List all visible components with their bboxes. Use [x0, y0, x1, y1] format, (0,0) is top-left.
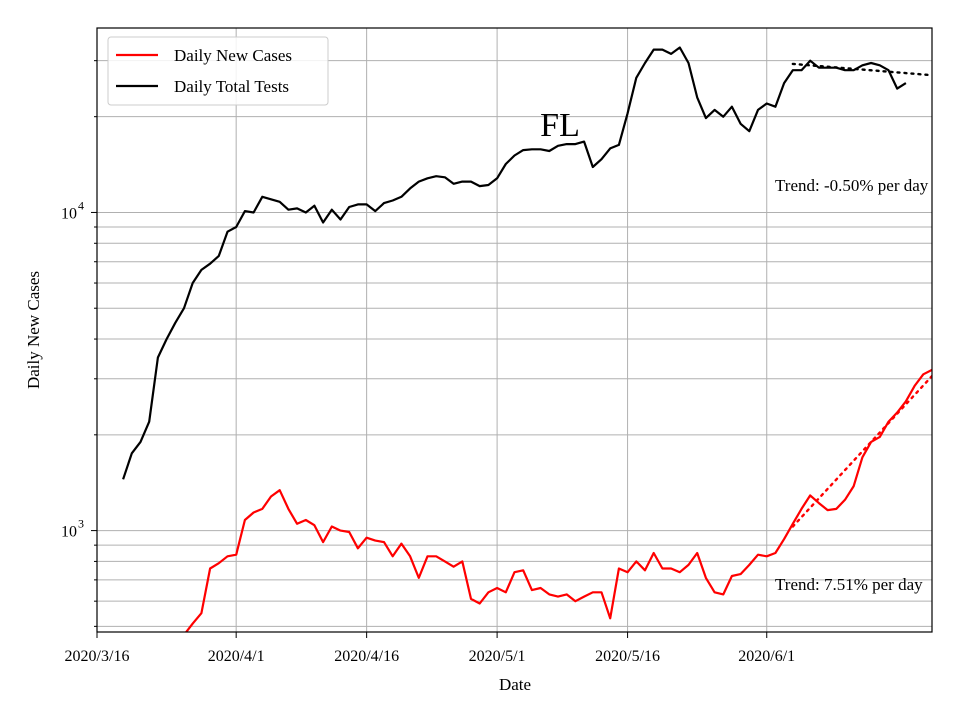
x-tick-label: 2020/5/1 [469, 648, 526, 665]
x-tick-label: 2020/6/1 [738, 648, 795, 665]
plot-border [96, 27, 933, 633]
legend-label-daily-total-tests: Daily Total Tests [174, 77, 289, 96]
trend-annotation-cases: Trend: 7.51% per day [775, 575, 923, 594]
legend: Daily New Cases Daily Total Tests [107, 36, 329, 106]
x-tick-label: 2020/4/16 [334, 648, 399, 665]
trend-annotation-tests: Trend: -0.50% per day [775, 176, 929, 195]
x-axis-label: Date [499, 675, 531, 694]
legend-box [107, 36, 329, 106]
axis-ticks: 2020/3/16 2020/4/1 2020/4/16 2020/5/1 2020/5… [61, 60, 795, 665]
x-tick-label: 2020/4/1 [208, 648, 265, 665]
chart-title: FL [540, 107, 580, 144]
y-tick-exponent: 4 [78, 198, 84, 212]
x-tick-label: 2020/5/16 [595, 648, 660, 665]
y-tick-label: 10 [61, 205, 77, 222]
data-series [122, 46, 932, 632]
legend-label-daily-new-cases: Daily New Cases [174, 46, 292, 65]
series-line-daily-total-tests [122, 46, 907, 480]
series-line-daily-new-cases [184, 368, 932, 632]
plot-frame [96, 27, 933, 633]
y-axis-label: Daily New Cases [24, 271, 43, 389]
y-tick-label: 10 [61, 524, 77, 541]
x-tick-label: 2020/3/16 [65, 648, 130, 665]
y-tick-exponent: 3 [78, 517, 84, 531]
